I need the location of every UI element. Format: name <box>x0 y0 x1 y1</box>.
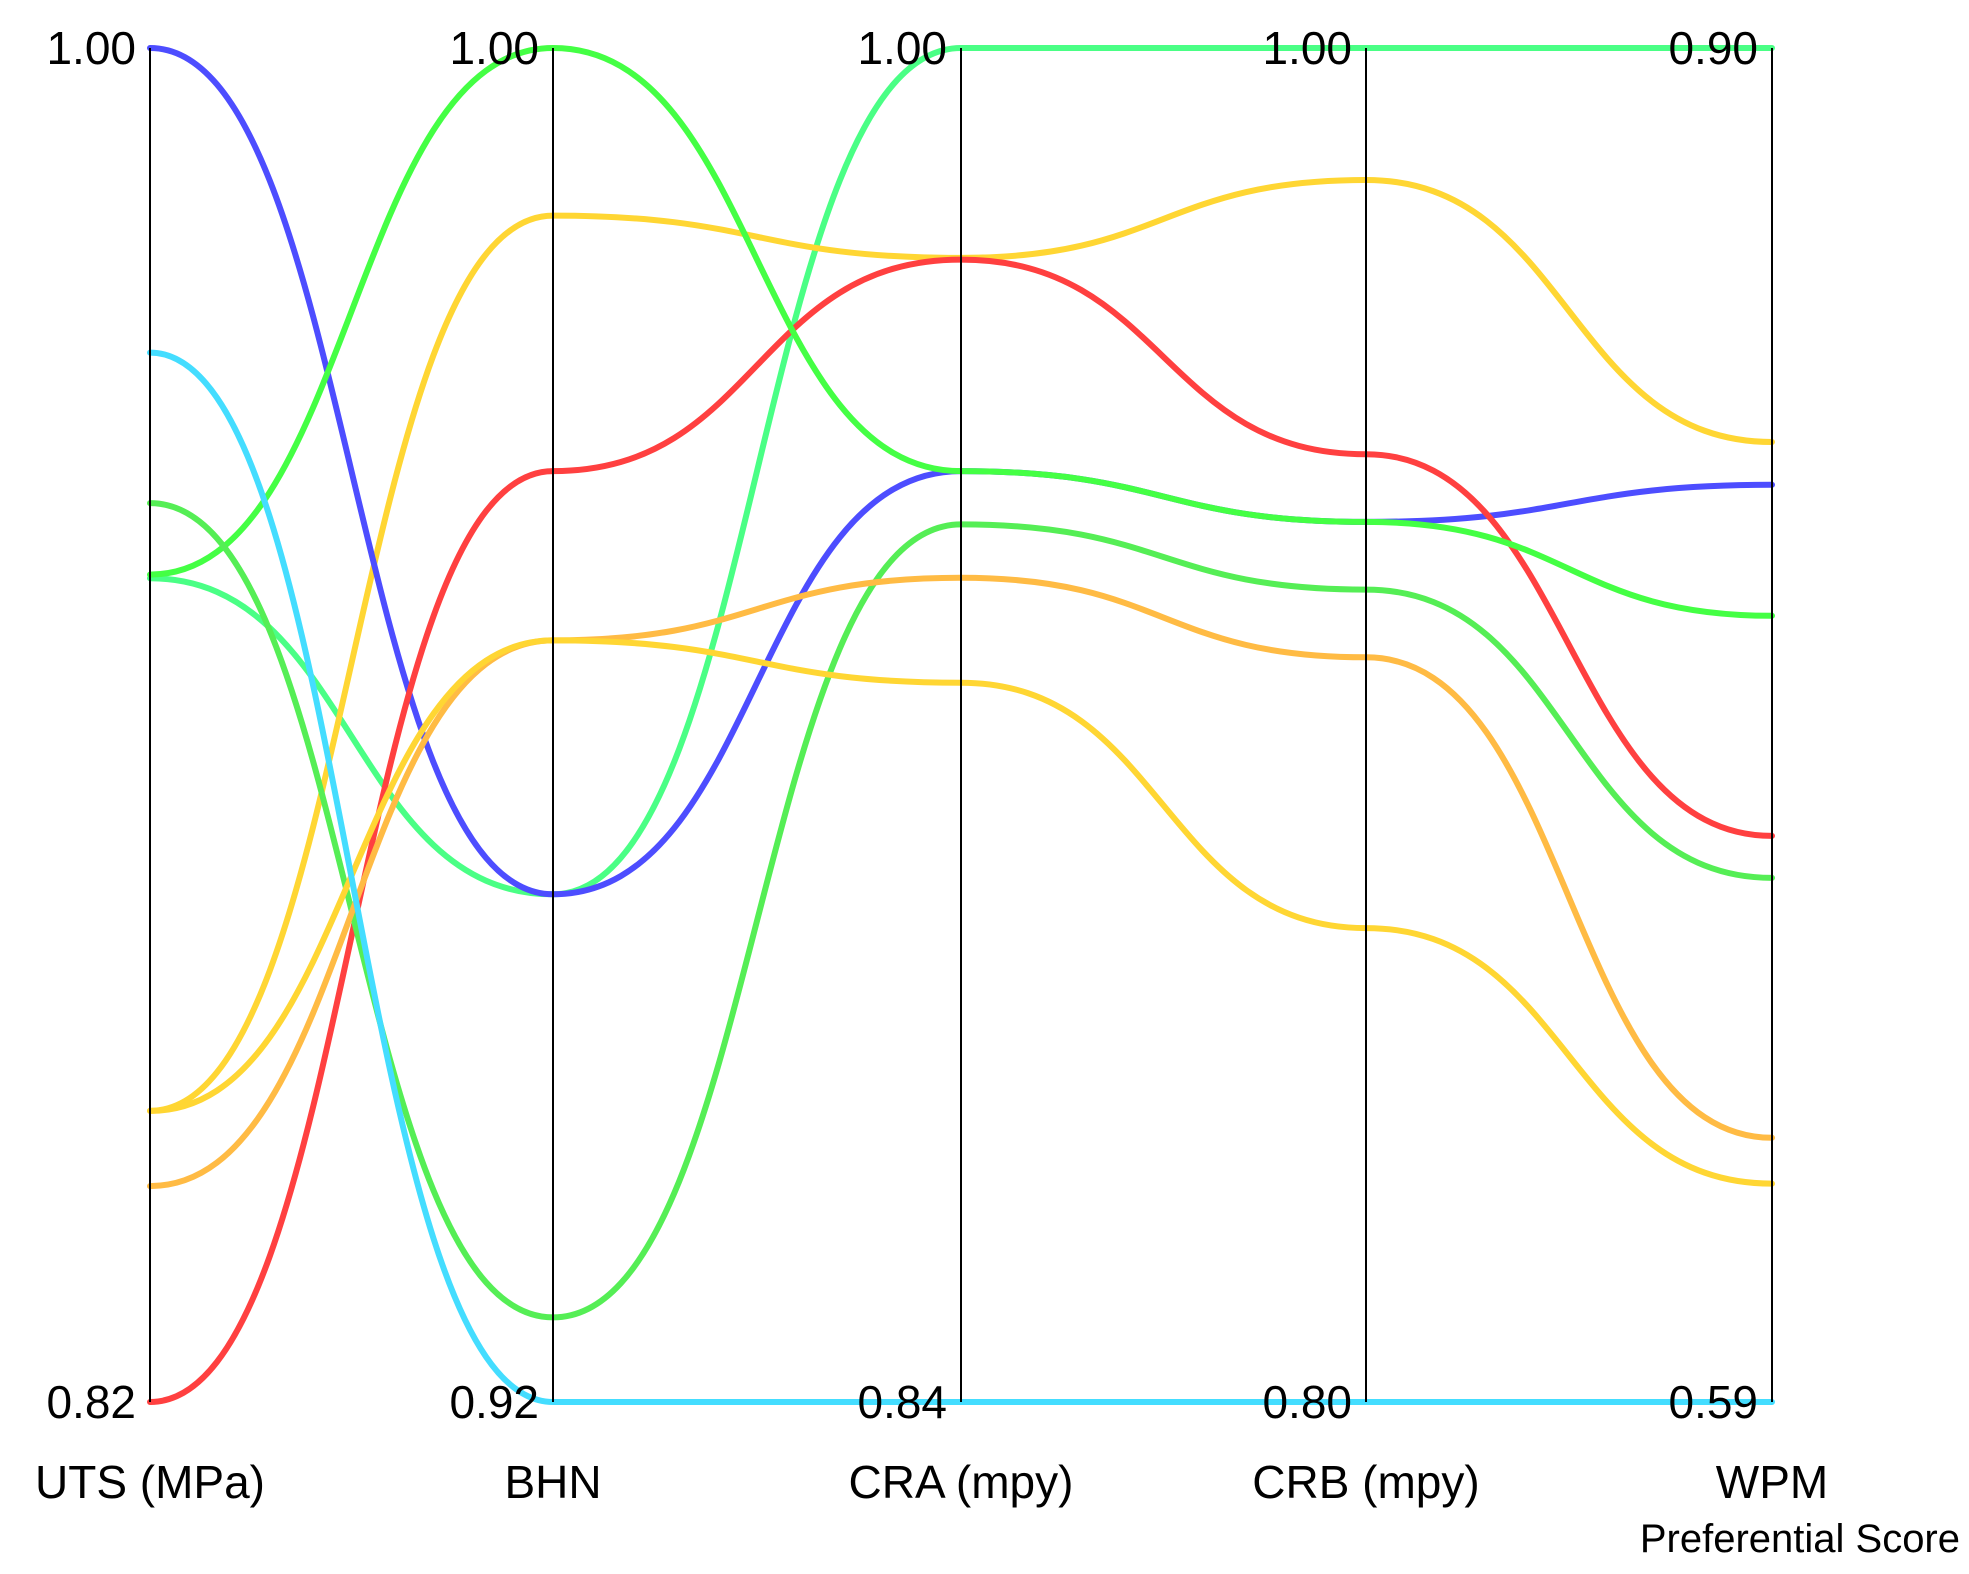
axis-min-label-4: 0.80 <box>1262 1376 1352 1428</box>
axis-max-label-1: 1.00 <box>46 22 136 74</box>
axis-title-4: CRB (mpy) <box>1252 1456 1479 1508</box>
series-line-9 <box>147 349 1775 1406</box>
axis-min-label-3: 0.84 <box>857 1376 947 1428</box>
axes <box>149 48 1773 1402</box>
axis-min-label-5: 0.59 <box>1668 1376 1758 1428</box>
series-line-5 <box>147 44 1775 619</box>
axis-min-label-1: 0.82 <box>46 1376 136 1428</box>
axis-min-label-2: 0.92 <box>449 1376 539 1428</box>
axis-max-label-4: 1.00 <box>1262 22 1352 74</box>
axis-title-5: WPM <box>1716 1456 1828 1508</box>
series-line-3 <box>147 45 1775 898</box>
axis-max-label-2: 1.00 <box>449 22 539 74</box>
series-line-2 <box>147 176 1775 1114</box>
axis-max-label-5: 0.90 <box>1668 22 1758 74</box>
axis-title-3: CRA (mpy) <box>849 1456 1074 1508</box>
axis-subtitle-5: Preferential Score <box>1640 1517 1960 1561</box>
axis-title-1: UTS (MPa) <box>35 1456 265 1508</box>
axis-max-label-3: 1.00 <box>857 22 947 74</box>
series-line-1 <box>147 44 1775 898</box>
axis-title-2: BHN <box>504 1456 601 1508</box>
axis-labels: 1.00 0.82 UTS (MPa) 1.00 0.92 BHN 1.00 0.84 CRA … <box>35 22 1960 1561</box>
series-lines <box>147 44 1775 1406</box>
